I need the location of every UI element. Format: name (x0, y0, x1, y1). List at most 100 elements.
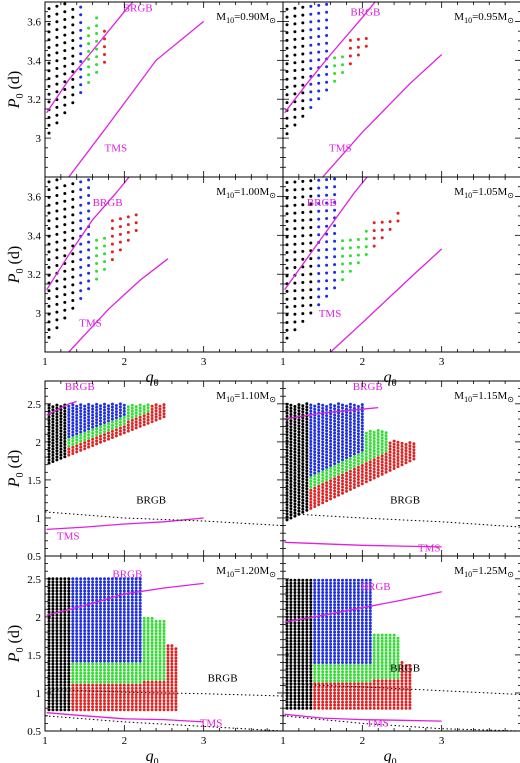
grid-point-black (285, 219, 289, 223)
grid-point-black (285, 204, 289, 208)
grid-point-red (134, 417, 138, 421)
grid-point-red (138, 693, 142, 696)
grid-point-blue (95, 653, 99, 657)
grid-point-black (59, 626, 63, 629)
grid-point-green (341, 239, 344, 243)
grid-point-blue (118, 595, 122, 599)
grid-point-red (352, 486, 356, 489)
grid-point-blue (325, 648, 329, 652)
grid-point-green (126, 662, 130, 666)
grid-point-blue (329, 409, 333, 413)
grid-point-red (162, 693, 166, 696)
grid-point-blue (356, 639, 360, 643)
grid-point-blue (368, 642, 372, 646)
grid-point-blue (79, 258, 83, 262)
grid-point-blue (317, 272, 321, 275)
grid-point-blue (321, 624, 325, 628)
grid-point-blue (348, 615, 352, 619)
grid-point-black (51, 450, 55, 454)
grid-point-black (63, 592, 67, 596)
grid-point-blue (317, 597, 321, 601)
grid-point-blue (348, 439, 352, 443)
grid-point-red (142, 414, 146, 418)
grid-point-black (305, 633, 309, 637)
grid-point-red (368, 682, 372, 686)
grid-point-blue (87, 635, 91, 639)
grid-point-black (55, 662, 59, 666)
mass-label: M10=0.95M⊙ (454, 11, 514, 25)
grid-point-blue (317, 225, 321, 229)
grid-point-blue (348, 414, 352, 418)
grid-point-green (114, 671, 118, 675)
grid-point-blue (138, 607, 142, 611)
grid-point-blue (325, 408, 329, 411)
grid-point-black (55, 403, 59, 407)
grid-point-black (301, 501, 305, 505)
grid-point-red (114, 431, 118, 435)
grid-point-blue (345, 645, 348, 649)
grid-point-green (313, 477, 317, 481)
grid-point-black (47, 419, 51, 422)
grid-point-blue (134, 592, 138, 596)
grid-point-blue (118, 659, 122, 663)
grid-point-blue (317, 469, 321, 473)
grid-point-black (63, 635, 67, 639)
grid-point-red (364, 474, 368, 478)
grid-point-black (59, 641, 63, 645)
grid-point-blue (110, 580, 114, 584)
grid-point-black (293, 242, 297, 246)
grid-point-blue (134, 626, 138, 629)
grid-point-black (63, 192, 67, 195)
grid-point-black (47, 677, 51, 681)
grid-point-black (305, 405, 309, 409)
mass-label-m: M (454, 390, 464, 402)
grid-point-blue (114, 580, 118, 584)
dashed-curve (45, 511, 283, 527)
grid-point-blue (352, 413, 356, 416)
grid-point-blue (134, 638, 138, 642)
grid-point-green (376, 667, 380, 671)
grid-point-red (388, 227, 392, 231)
grid-point-red (368, 697, 372, 701)
grid-point-black (285, 648, 289, 652)
grid-point-black (47, 461, 51, 465)
grid-point-red (348, 469, 352, 473)
grid-point-black (63, 293, 67, 297)
grid-point-blue (122, 635, 126, 639)
grid-point-black (301, 431, 305, 435)
grid-point-red (126, 693, 130, 696)
grid-point-black (301, 440, 305, 444)
grid-point-red (158, 693, 162, 696)
grid-point-blue (317, 35, 321, 38)
grid-point-red (142, 705, 146, 709)
grid-point-blue (87, 598, 91, 602)
grid-point-green (150, 665, 154, 669)
grid-point-black (285, 694, 289, 698)
grid-point-blue (360, 433, 364, 437)
sun-icon: ⊙ (269, 191, 276, 200)
grid-point-red (372, 706, 376, 710)
curve-label-tms: TMS (418, 542, 441, 554)
grid-point-red (388, 462, 392, 466)
grid-point-blue (71, 601, 75, 605)
grid-point-green (95, 39, 99, 43)
grid-point-red (138, 696, 142, 699)
grid-point-blue (333, 606, 337, 610)
grid-point-black (285, 7, 289, 11)
grid-point-green (110, 668, 114, 672)
grid-point-blue (348, 645, 352, 649)
grid-point-red (356, 481, 360, 485)
grid-point-black (285, 227, 289, 231)
mass-label-m: M (454, 11, 464, 23)
grid-point-green (146, 662, 150, 666)
grid-point-black (51, 659, 55, 663)
dashed-label-brgb: BRGB (136, 495, 166, 507)
grid-point-black (289, 406, 293, 410)
grid-point-black (293, 694, 297, 698)
grid-point-black (63, 215, 67, 219)
grid-point-green (103, 677, 106, 681)
grid-point-red (329, 706, 333, 710)
curve-label-tms: TMS (105, 143, 128, 155)
grid-point-blue (321, 452, 325, 456)
grid-point-black (301, 416, 305, 420)
